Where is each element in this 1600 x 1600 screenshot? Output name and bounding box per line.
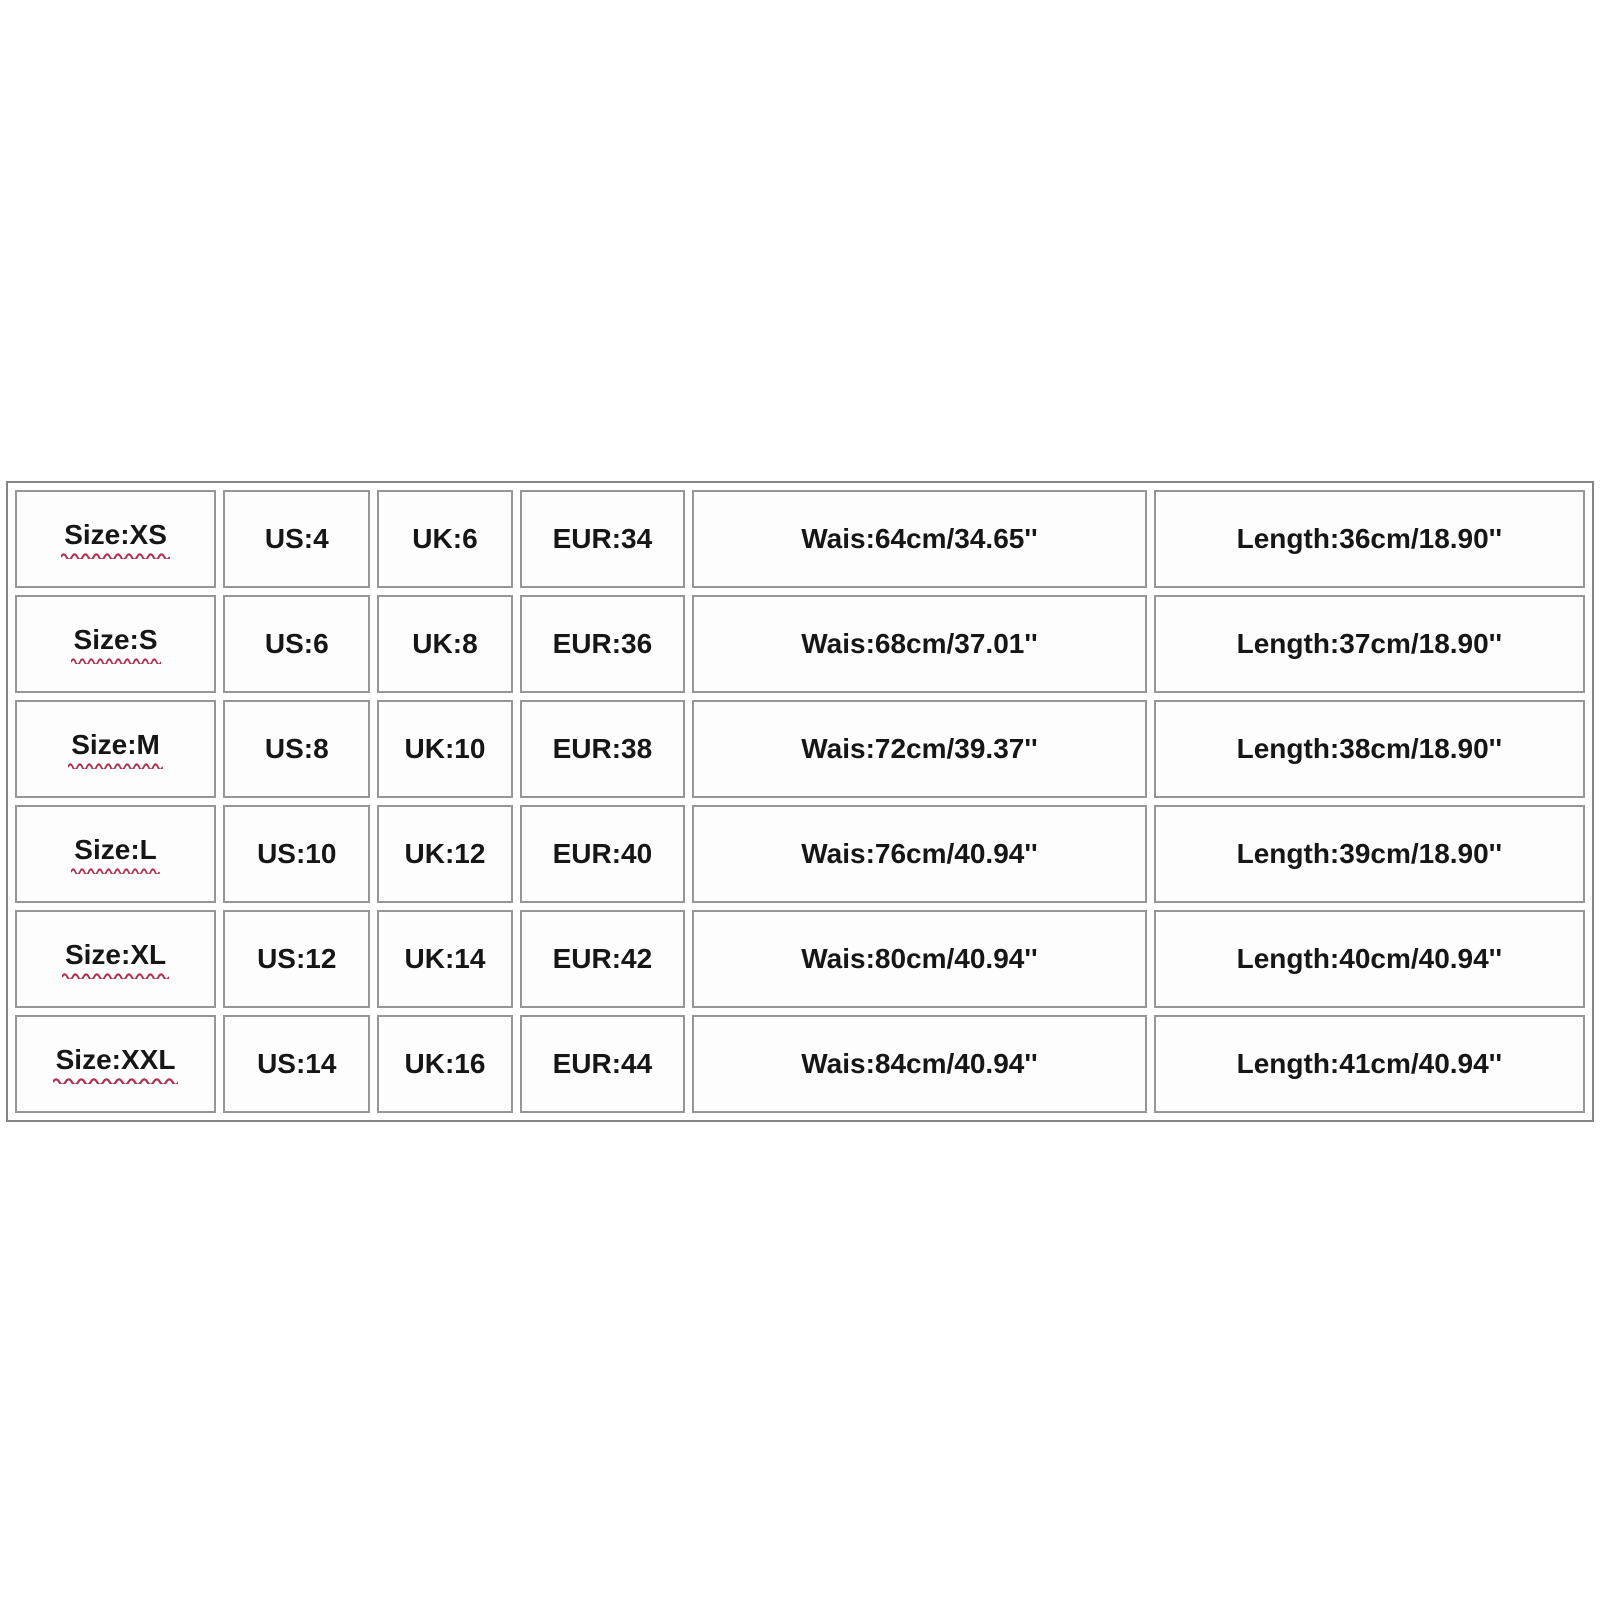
size-label-wrap: Size:M — [68, 729, 163, 769]
table-row: Size:XS US:4 UK:6 EUR:34 Wais:64cm/34.65… — [15, 490, 1585, 588]
us-size-cell: US:6 — [223, 595, 371, 693]
size-cell: Size:M — [15, 700, 217, 798]
size-cell: Size:L — [15, 805, 217, 903]
size-cell: Size:S — [15, 595, 217, 693]
uk-size-cell: UK:16 — [377, 1015, 513, 1113]
size-label-wrap: Size:XXL — [52, 1044, 179, 1084]
waist-cell: Wais:80cm/40.94'' — [692, 910, 1147, 1008]
size-label: Size:S — [73, 624, 158, 655]
eur-size-cell: EUR:34 — [519, 490, 686, 588]
uk-size-cell: UK:6 — [377, 490, 513, 588]
table-row: Size:M US:8 UK:10 EUR:38 Wais:72cm/39.37… — [15, 700, 1585, 798]
eur-size-cell: EUR:44 — [519, 1015, 686, 1113]
length-cell: Length:37cm/18.90'' — [1153, 595, 1585, 693]
size-chart-table: Size:XS US:4 UK:6 EUR:34 Wais:64cm/34.65… — [6, 481, 1594, 1122]
size-label: Size:XS — [64, 519, 167, 550]
us-size-cell: US:4 — [223, 490, 371, 588]
size-label-wrap: Size:XL — [61, 939, 170, 979]
size-label-wrap: Size:S — [70, 624, 161, 664]
size-cell: Size:XS — [15, 490, 217, 588]
uk-size-cell: UK:10 — [377, 700, 513, 798]
spellcheck-squiggle-icon — [61, 973, 170, 979]
size-cell: Size:XL — [15, 910, 217, 1008]
table-row: Size:XL US:12 UK:14 EUR:42 Wais:80cm/40.… — [15, 910, 1585, 1008]
size-label: Size:M — [71, 729, 160, 760]
size-label: Size:XXL — [55, 1044, 176, 1075]
table-row: Size:L US:10 UK:12 EUR:40 Wais:76cm/40.9… — [15, 805, 1585, 903]
size-label: Size:L — [74, 834, 157, 865]
spellcheck-squiggle-icon — [70, 658, 161, 664]
us-size-cell: US:8 — [223, 700, 371, 798]
size-label: Size:XL — [64, 939, 167, 970]
length-cell: Length:39cm/18.90'' — [1153, 805, 1585, 903]
us-size-cell: US:10 — [223, 805, 371, 903]
uk-size-cell: UK:14 — [377, 910, 513, 1008]
us-size-cell: US:14 — [223, 1015, 371, 1113]
table-row: Size:S US:6 UK:8 EUR:36 Wais:68cm/37.01'… — [15, 595, 1585, 693]
size-label-wrap: Size:L — [71, 834, 160, 874]
waist-cell: Wais:84cm/40.94'' — [692, 1015, 1147, 1113]
waist-cell: Wais:72cm/39.37'' — [692, 700, 1147, 798]
spellcheck-squiggle-icon — [61, 553, 170, 559]
eur-size-cell: EUR:42 — [519, 910, 686, 1008]
table-row: Size:XXL US:14 UK:16 EUR:44 Wais:84cm/40… — [15, 1015, 1585, 1113]
length-cell: Length:41cm/40.94'' — [1153, 1015, 1585, 1113]
length-cell: Length:38cm/18.90'' — [1153, 700, 1585, 798]
uk-size-cell: UK:8 — [377, 595, 513, 693]
spellcheck-squiggle-icon — [52, 1078, 179, 1084]
spellcheck-squiggle-icon — [71, 868, 160, 874]
eur-size-cell: EUR:36 — [519, 595, 686, 693]
eur-size-cell: EUR:38 — [519, 700, 686, 798]
us-size-cell: US:12 — [223, 910, 371, 1008]
uk-size-cell: UK:12 — [377, 805, 513, 903]
waist-cell: Wais:68cm/37.01'' — [692, 595, 1147, 693]
size-cell: Size:XXL — [15, 1015, 217, 1113]
spellcheck-squiggle-icon — [68, 763, 163, 769]
length-cell: Length:36cm/18.90'' — [1153, 490, 1585, 588]
size-label-wrap: Size:XS — [61, 519, 170, 559]
eur-size-cell: EUR:40 — [519, 805, 686, 903]
waist-cell: Wais:76cm/40.94'' — [692, 805, 1147, 903]
length-cell: Length:40cm/40.94'' — [1153, 910, 1585, 1008]
waist-cell: Wais:64cm/34.65'' — [692, 490, 1147, 588]
